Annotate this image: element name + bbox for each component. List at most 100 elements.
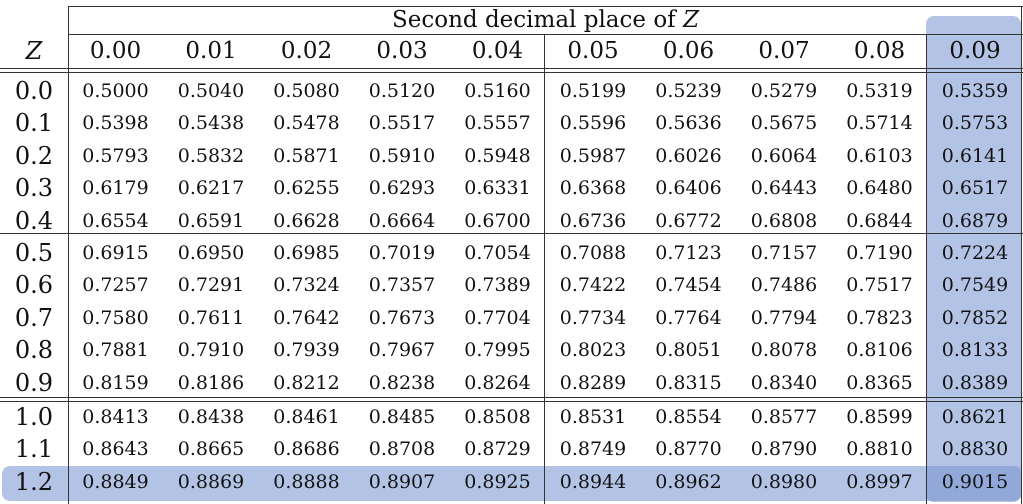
table-cell: 0.8315: [655, 371, 722, 394]
table-cell: 0.6915: [82, 242, 149, 264]
table-cell: 0.8944: [559, 470, 627, 493]
table-cell: 0.5319: [846, 80, 913, 102]
table-cell: 0.7517: [846, 274, 913, 297]
table-cell: 0.8749: [559, 438, 627, 461]
table-cell: 0.5040: [177, 80, 245, 102]
table-cell: 0.6700: [464, 209, 531, 232]
last-column-border: [926, 34, 927, 504]
table-cell: 0.7939: [273, 339, 340, 362]
group-divider-1: [0, 233, 1023, 234]
row-label-07: 0.7: [14, 303, 54, 332]
table-cell: 0.6255: [273, 177, 340, 200]
column-header-003: 0.03: [376, 38, 428, 64]
table-cell: 0.8729: [464, 438, 531, 461]
group-divider-2: [0, 397, 1023, 398]
column-header-008: 0.08: [853, 38, 906, 64]
table-cell: 0.8264: [464, 371, 531, 394]
table-cell: 0.5478: [273, 112, 340, 135]
table-cell: 0.8238: [368, 371, 436, 394]
table-cell: 0.6443: [750, 177, 818, 200]
table-cell: 0.8461: [273, 406, 340, 428]
table-cell: 0.6480: [846, 177, 913, 200]
row-label-08: 0.8: [14, 336, 54, 365]
table-cell: 0.7611: [177, 306, 245, 329]
table-cell: 0.7019: [368, 242, 436, 264]
row-label-09: 0.9: [14, 368, 54, 397]
table-cell: 0.8980: [750, 470, 818, 493]
column-header-006: 0.06: [662, 38, 715, 64]
table-cell: 0.6179: [82, 177, 149, 200]
table-cell: 0.7910: [177, 339, 245, 362]
row-label-02: 0.2: [14, 141, 54, 170]
table-cell: 0.8621: [941, 406, 1009, 428]
table-cell: 0.5753: [941, 112, 1009, 135]
table-cell: 0.8810: [846, 438, 913, 461]
table-cell: 0.7881: [82, 339, 149, 362]
table-cell: 0.8888: [273, 470, 340, 493]
table-cell: 0.7224: [941, 242, 1009, 264]
table-cell: 0.7580: [82, 306, 149, 329]
row-label-06: 0.6: [14, 271, 54, 300]
table-cell: 0.6064: [750, 144, 818, 167]
table-cell: 0.8925: [464, 470, 531, 493]
table-cell: 0.5120: [368, 80, 436, 102]
table-cell: 0.8106: [846, 339, 913, 362]
right-border: [1021, 6, 1022, 504]
table-cell: 0.6879: [941, 209, 1009, 232]
table-cell: 0.5714: [846, 112, 913, 135]
row-label-04: 0.4: [14, 206, 54, 235]
table-cell: 0.8869: [177, 470, 245, 493]
table-cell: 0.7257: [82, 274, 149, 297]
table-cell: 0.8340: [750, 371, 818, 394]
column-header-004: 0.04: [471, 38, 524, 64]
table-cell: 0.6808: [750, 209, 818, 232]
table-cell: 0.8508: [464, 406, 531, 428]
table-cell: 0.8212: [273, 371, 340, 394]
table-cell: 0.5832: [177, 144, 245, 167]
table-cell: 0.5398: [82, 112, 149, 135]
table-cell: 0.7967: [368, 339, 436, 362]
table-cell: 0.6844: [846, 209, 913, 232]
table-cell: 0.7389: [464, 274, 531, 297]
table-cell: 0.8830: [941, 438, 1009, 461]
table-cell: 0.6406: [655, 177, 722, 200]
table-cell: 0.7088: [559, 242, 627, 264]
table-cell: 0.8962: [655, 470, 722, 493]
table-cell: 0.8531: [559, 406, 627, 428]
table-cell: 0.7486: [750, 274, 818, 297]
table-cell: 0.6368: [559, 177, 627, 200]
table-cell: 0.7995: [464, 339, 531, 362]
table-cell: 0.8133: [941, 339, 1009, 362]
table-cell: 0.7642: [273, 306, 340, 329]
row-label-00: 0.0: [14, 77, 54, 105]
table-cell: 0.5557: [464, 112, 531, 135]
table-cell: 0.6736: [559, 209, 627, 232]
row-label-10: 1.0: [14, 403, 54, 431]
table-cell: 0.8159: [82, 371, 149, 394]
table-cell: 0.7190: [846, 242, 913, 264]
column-header-005: 0.05: [567, 38, 619, 64]
table-cell: 0.8389: [941, 371, 1009, 394]
table-cell: 0.6517: [941, 177, 1009, 200]
column-header-000: 0.00: [89, 38, 142, 64]
table-cell: 0.6950: [177, 242, 245, 264]
table-cell: 0.8577: [750, 406, 818, 428]
column-header-001: 0.01: [185, 38, 237, 64]
table-cell: 0.6103: [846, 144, 913, 167]
highlight-column-009: [926, 16, 1021, 502]
row-header-z: Z: [25, 37, 43, 65]
table-cell: 0.8051: [655, 339, 722, 362]
table-cell: 0.7123: [655, 242, 722, 264]
table-cell: 0.7852: [941, 306, 1009, 329]
header-divider-double: [0, 72, 1023, 73]
highlight-row-12: [2, 466, 1022, 501]
table-cell: 0.7324: [273, 274, 340, 297]
table-cell: 0.7422: [559, 274, 627, 297]
table-cell: 0.8023: [559, 339, 627, 362]
table-cell: 0.6293: [368, 177, 436, 200]
table-cell: 0.7454: [655, 274, 722, 297]
table-cell: 0.8665: [177, 438, 245, 461]
table-cell: 0.5675: [750, 112, 818, 135]
table-cell: 0.5239: [655, 80, 722, 102]
